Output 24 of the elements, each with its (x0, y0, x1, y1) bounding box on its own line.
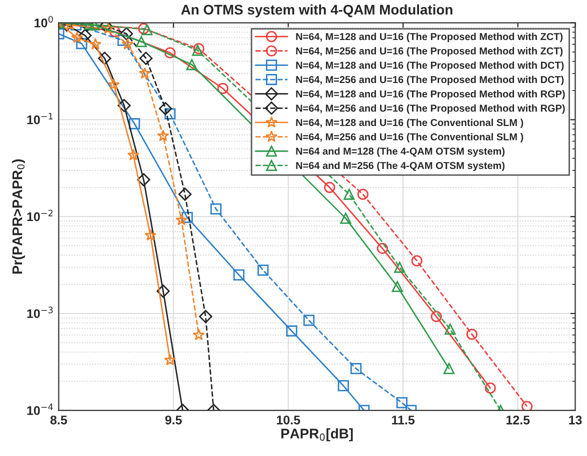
legend-label: N=64, M=128 and U=16 (The Conventional SLM ) (296, 118, 524, 128)
legend-label: N=64 and M=128 (The 4-QAM OTSM system) (296, 147, 505, 157)
x-tick-label: 8.5 (50, 416, 68, 424)
x-tick-label: 10.5 (276, 416, 300, 424)
legend-label: N=64, M=128 and U=16 (The Proposed Method with RGP) (296, 90, 565, 100)
y-tick-label: 10$^{0}$ (34, 16, 53, 28)
legend-label: N=64, M=256 and U=16 (The Proposed Method with DCT) (296, 76, 564, 86)
legend-label: N=64, M=128 and U=16 (The Proposed Method with DCT) (296, 61, 564, 71)
legend-label: N=64, M=256 and U=16 (The Proposed Method with RGP) (296, 104, 565, 114)
x-tick-label: 9.5 (165, 416, 182, 424)
chart-title: An OTMS system with 4-QAM Modulation (181, 4, 452, 18)
x-tick-label: 12.5 (506, 416, 530, 424)
y-tick-label: 10$^{−1}$ (27, 112, 53, 124)
y-tick-label: 10$^{−4}$ (27, 404, 53, 415)
x-tick-label: 13 (569, 416, 582, 424)
x-axis-title: PAPR$_{0}$[dB] (281, 428, 353, 442)
legend-label: N=64, M=256 and U=16 (The Conventional SLM ) (296, 133, 524, 142)
x-tick-label: 11.5 (392, 416, 415, 424)
y-tick-label: 10$^{−3}$ (27, 306, 53, 318)
legend-label: N=64 and M=256 (The 4-QAM OTSM system) (296, 162, 505, 172)
legend-label: N=64, M=128 and U=16 (The Proposed Method with ZCT) (296, 32, 563, 42)
y-axis-title: Pr(PAPR>PAPR$_{0}$) (12, 159, 25, 274)
y-tick-label: 10$^{−2}$ (27, 210, 53, 222)
legend-label: N=64, M=256 and U=16 (The Proposed Method with ZCT) (296, 47, 563, 56)
